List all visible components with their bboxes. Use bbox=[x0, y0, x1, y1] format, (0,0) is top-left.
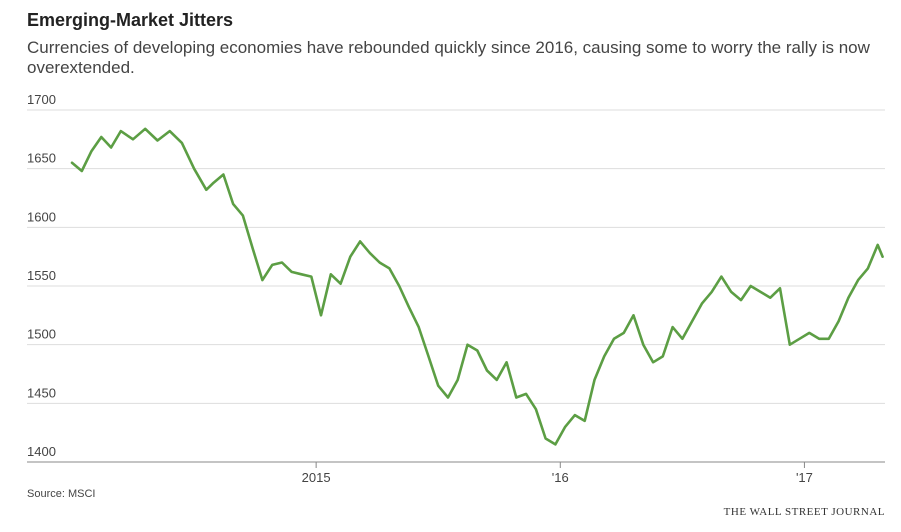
y-axis: 1700 1650 1600 1550 1500 1450 1400 bbox=[27, 92, 56, 459]
grid-lines bbox=[27, 109, 885, 463]
x-tick-label: '16 bbox=[552, 470, 569, 485]
y-tick-label: 1650 bbox=[27, 151, 56, 166]
chart-subtitle: Currencies of developing economies have … bbox=[27, 38, 870, 77]
series-layer bbox=[70, 127, 884, 446]
publisher-credit: THE WALL STREET JOURNAL bbox=[723, 506, 885, 518]
series-line bbox=[70, 127, 884, 446]
x-axis: 2015 '16 '17 bbox=[302, 462, 813, 485]
y-tick-label: 1600 bbox=[27, 209, 56, 224]
y-tick-label: 1700 bbox=[27, 92, 56, 107]
x-tick-label: 2015 bbox=[302, 470, 331, 485]
y-tick-label: 1450 bbox=[27, 385, 56, 400]
y-tick-label: 1550 bbox=[27, 268, 56, 283]
chart-title: Emerging-Market Jitters bbox=[27, 10, 234, 30]
x-tick-label: '17 bbox=[796, 470, 813, 485]
source-note: Source: MSCI bbox=[27, 488, 96, 500]
y-tick-label: 1500 bbox=[27, 327, 56, 342]
y-tick-label: 1400 bbox=[27, 444, 56, 459]
